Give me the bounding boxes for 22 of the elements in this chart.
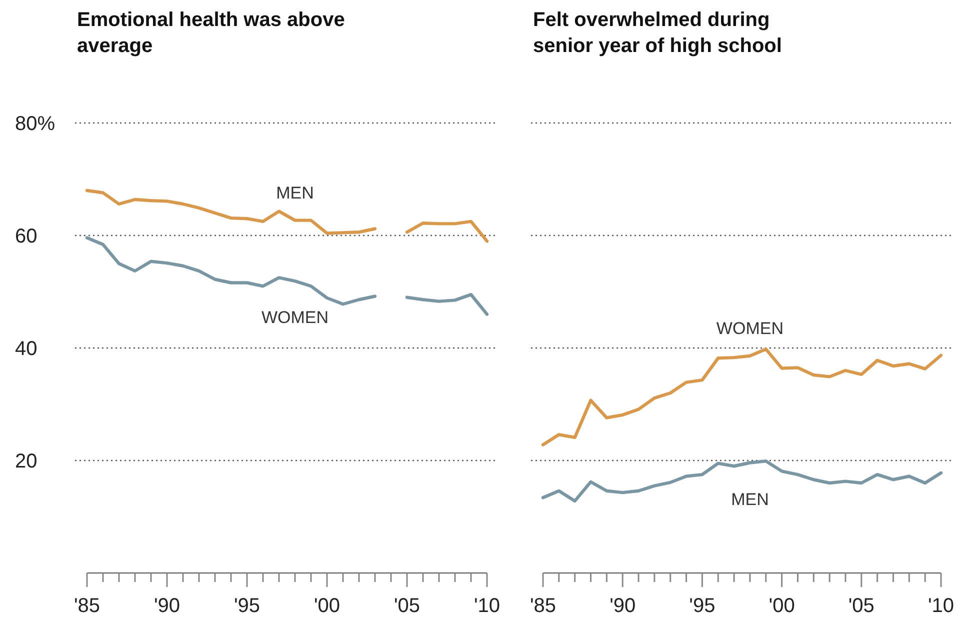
- chart-title: Felt overwhelmed during senior year of high school: [533, 9, 782, 57]
- y-tick-label: 80%: [15, 113, 56, 135]
- x-tick-label: '00: [768, 595, 795, 617]
- y-tick-label: 40: [15, 338, 38, 360]
- x-tick-label: '90: [610, 595, 636, 617]
- x-tick-label: '00: [314, 595, 340, 617]
- series-label: MEN: [731, 490, 769, 509]
- x-tick-label: '95: [689, 595, 716, 617]
- x-tick-label: '10: [474, 595, 500, 617]
- series-label: MEN: [276, 183, 314, 202]
- series-label: WOMEN: [716, 318, 784, 338]
- series-label: WOMEN: [261, 308, 329, 328]
- chart-title: Emotional health was above average: [77, 9, 345, 57]
- x-tick-label: '05: [394, 595, 420, 617]
- x-tick-label: '10: [928, 595, 954, 617]
- y-tick-label: 20: [15, 450, 38, 472]
- x-tick-label: '05: [848, 595, 874, 617]
- x-tick-label: '85: [530, 595, 556, 617]
- x-tick-label: '95: [234, 595, 260, 617]
- y-tick-label: 60: [15, 226, 38, 248]
- x-tick-label: '85: [74, 595, 100, 617]
- x-tick-label: '90: [154, 595, 180, 617]
